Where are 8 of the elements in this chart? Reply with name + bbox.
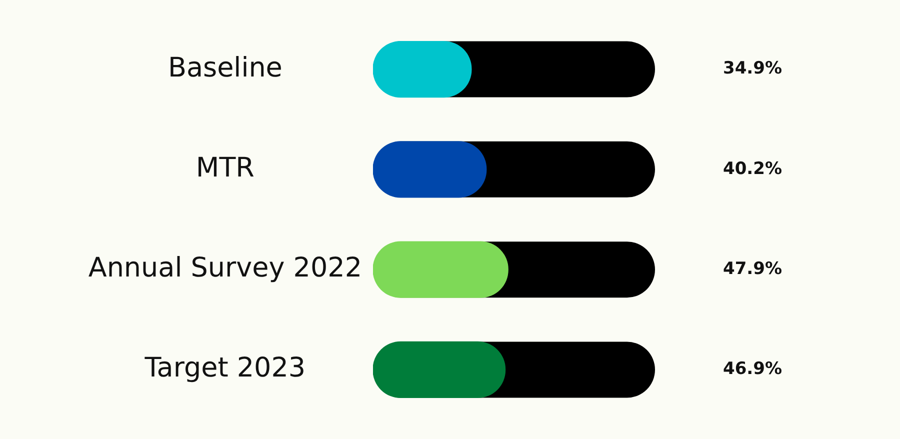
- y-tick-label: Target 2023: [144, 352, 306, 384]
- data-label: 47.9%: [723, 258, 782, 279]
- data-label: 46.9%: [723, 359, 782, 380]
- y-tick-label: MTR: [196, 152, 254, 184]
- y-tick-label: Baseline: [168, 52, 282, 84]
- data-label: 40.2%: [723, 158, 782, 179]
- data-label: 34.9%: [723, 58, 782, 79]
- y-tick-label: Annual Survey 2022: [88, 252, 362, 284]
